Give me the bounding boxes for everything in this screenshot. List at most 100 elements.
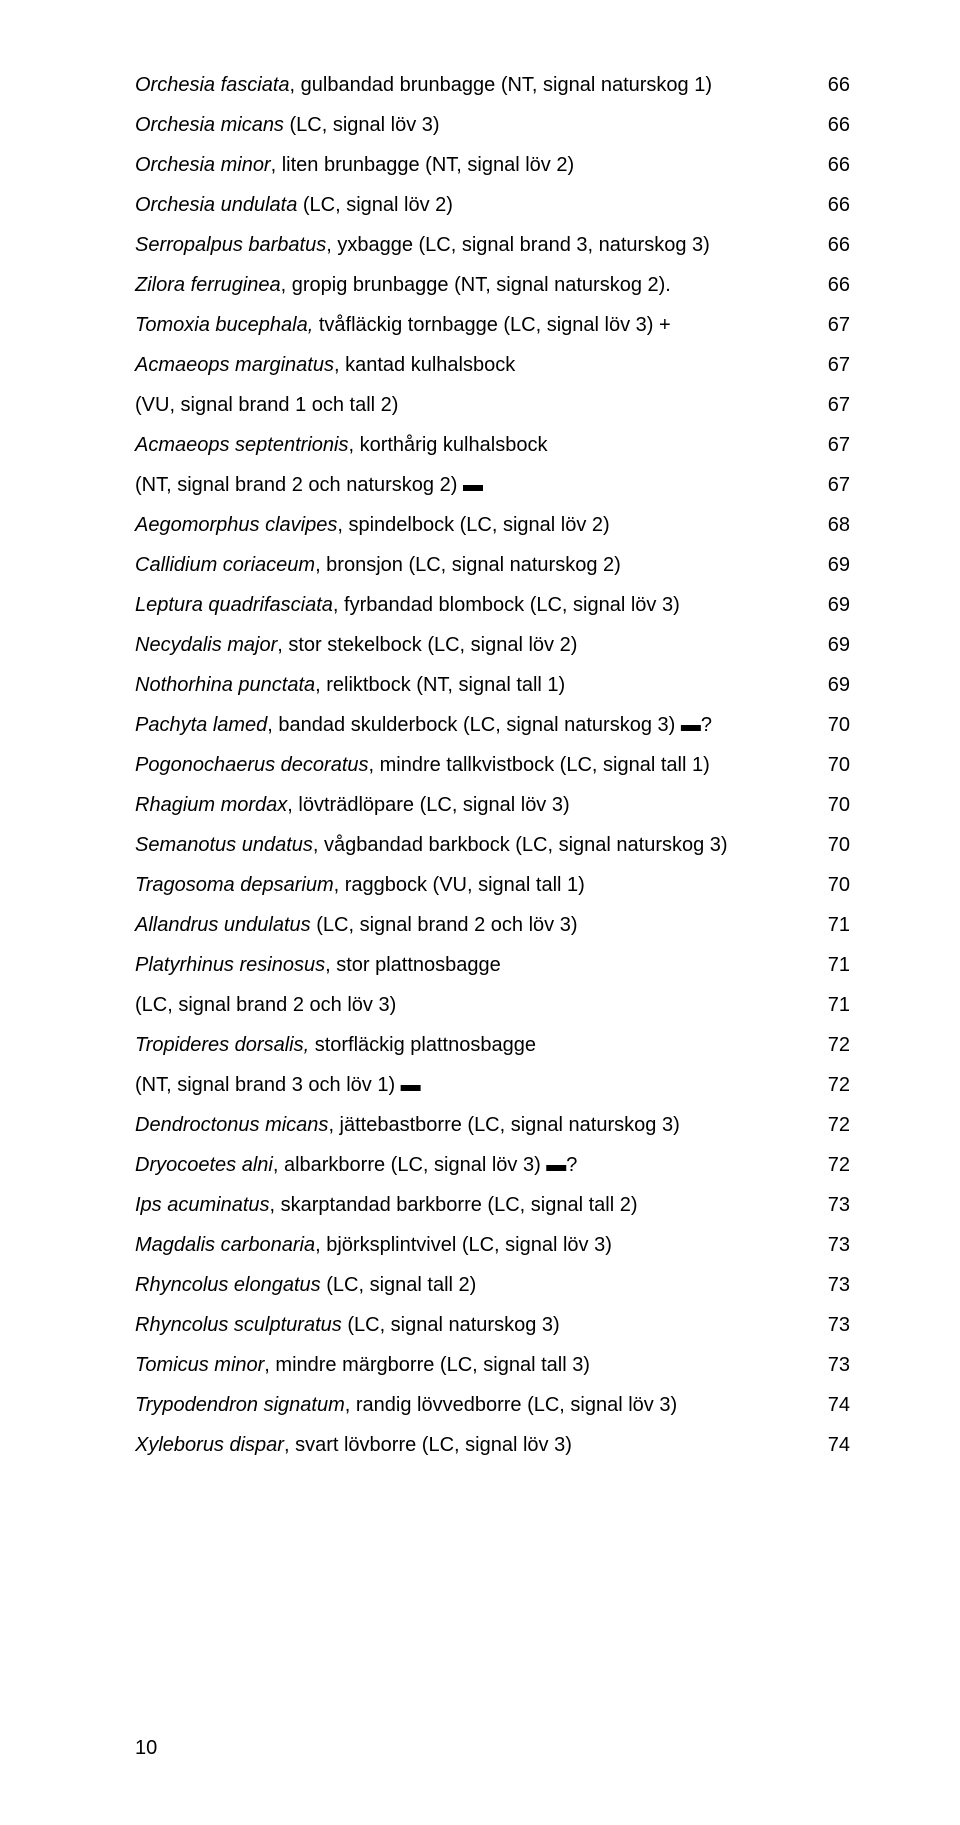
toc-description: , skarptandad barkborre (LC, signal tall… bbox=[270, 1194, 638, 1216]
toc-page: 67 bbox=[808, 465, 850, 505]
toc-label: Pachyta lamed, bandad skulderbock (LC, s… bbox=[135, 705, 808, 745]
toc-row: Acmaeops marginatus, kantad kulhalsbock6… bbox=[135, 345, 850, 385]
toc-label: Rhyncolus elongatus (LC, signal tall 2) bbox=[135, 1265, 808, 1305]
toc-page: 72 bbox=[808, 1025, 850, 1065]
toc-page: 71 bbox=[808, 905, 850, 945]
toc-page: 73 bbox=[808, 1305, 850, 1345]
toc-label: Tragosoma depsarium, raggbock (VU, signa… bbox=[135, 865, 808, 905]
toc-description: (LC, signal naturskog 3) bbox=[342, 1314, 560, 1336]
toc-description: , fyrbandad blombock (LC, signal löv 3) bbox=[333, 594, 680, 616]
toc-row: Rhyncolus elongatus (LC, signal tall 2)7… bbox=[135, 1265, 850, 1305]
species-name: Platyrhinus resinosus bbox=[135, 954, 325, 976]
toc-description: (NT, signal brand 3 och löv 1) ▬ bbox=[135, 1074, 421, 1096]
toc-label: Aegomorphus clavipes, spindelbock (LC, s… bbox=[135, 505, 808, 545]
toc-label: Nothorhina punctata, reliktbock (NT, sig… bbox=[135, 665, 808, 705]
toc-label: Rhyncolus sculpturatus (LC, signal natur… bbox=[135, 1305, 808, 1345]
species-name: Acmaeops marginatus bbox=[135, 354, 334, 376]
toc-label: Tomicus minor, mindre märgborre (LC, sig… bbox=[135, 1345, 808, 1385]
toc-page: 66 bbox=[808, 225, 850, 265]
toc-description: (LC, signal brand 2 och löv 3) bbox=[311, 914, 578, 936]
toc-description: (NT, signal brand 2 och naturskog 2) ▬ bbox=[135, 474, 483, 496]
toc-label: Trypodendron signatum, randig lövvedborr… bbox=[135, 1385, 808, 1425]
page-number: 10 bbox=[135, 1737, 157, 1760]
toc-row: Magdalis carbonaria, björksplintvivel (L… bbox=[135, 1225, 850, 1265]
toc-page: 67 bbox=[808, 385, 850, 425]
species-name: Rhyncolus elongatus bbox=[135, 1274, 321, 1296]
toc-description: (LC, signal löv 2) bbox=[297, 194, 453, 216]
toc-row: (VU, signal brand 1 och tall 2)67 bbox=[135, 385, 850, 425]
species-name: Orchesia micans bbox=[135, 114, 284, 136]
toc-page: 66 bbox=[808, 265, 850, 305]
toc-label: Zilora ferruginea, gropig brunbagge (NT,… bbox=[135, 265, 808, 305]
toc-row: (NT, signal brand 2 och naturskog 2) ▬ 67 bbox=[135, 465, 850, 505]
toc-page: 70 bbox=[808, 705, 850, 745]
toc-page: 73 bbox=[808, 1265, 850, 1305]
toc-description: , yxbagge (LC, signal brand 3, naturskog… bbox=[326, 234, 710, 256]
toc-page: 72 bbox=[808, 1065, 850, 1105]
toc-label: Acmaeops marginatus, kantad kulhalsbock bbox=[135, 345, 808, 385]
toc-description: , mindre tallkvistbock (LC, signal tall … bbox=[369, 754, 710, 776]
toc-label: Orchesia undulata (LC, signal löv 2) bbox=[135, 185, 808, 225]
toc-page: 72 bbox=[808, 1145, 850, 1185]
toc-row: Nothorhina punctata, reliktbock (NT, sig… bbox=[135, 665, 850, 705]
toc-page: 73 bbox=[808, 1185, 850, 1225]
toc-label: (NT, signal brand 2 och naturskog 2) ▬ bbox=[135, 465, 808, 505]
toc-label: Orchesia micans (LC, signal löv 3) bbox=[135, 105, 808, 145]
toc-row: Ips acuminatus, skarptandad barkborre (L… bbox=[135, 1185, 850, 1225]
toc-label: Orchesia fasciata, gulbandad brunbagge (… bbox=[135, 65, 808, 105]
toc-row: Serropalpus barbatus, yxbagge (LC, signa… bbox=[135, 225, 850, 265]
toc-label: Leptura quadrifasciata, fyrbandad blombo… bbox=[135, 585, 808, 625]
toc-label: Dryocoetes alni, albarkborre (LC, signal… bbox=[135, 1145, 808, 1185]
toc-label: Necydalis major, stor stekelbock (LC, si… bbox=[135, 625, 808, 665]
toc-label: Magdalis carbonaria, björksplintvivel (L… bbox=[135, 1225, 808, 1265]
toc-page: 69 bbox=[808, 665, 850, 705]
toc-description: , kantad kulhalsbock bbox=[334, 354, 515, 376]
toc-row: Necydalis major, stor stekelbock (LC, si… bbox=[135, 625, 850, 665]
toc-row: Dryocoetes alni, albarkborre (LC, signal… bbox=[135, 1145, 850, 1185]
species-name: Semanotus undatus bbox=[135, 834, 313, 856]
species-name: Zilora ferruginea bbox=[135, 274, 281, 296]
toc-row: Callidium coriaceum, bronsjon (LC, signa… bbox=[135, 545, 850, 585]
toc-label: Ips acuminatus, skarptandad barkborre (L… bbox=[135, 1185, 808, 1225]
toc-row: Dendroctonus micans, jättebastborre (LC,… bbox=[135, 1105, 850, 1145]
toc-page: 66 bbox=[808, 185, 850, 225]
species-name: Acmaeops septentrionis bbox=[135, 434, 348, 456]
toc-page: 70 bbox=[808, 825, 850, 865]
toc-description: , raggbock (VU, signal tall 1) bbox=[334, 874, 585, 896]
toc-label: Dendroctonus micans, jättebastborre (LC,… bbox=[135, 1105, 808, 1145]
toc-page: 71 bbox=[808, 985, 850, 1025]
toc-label: Tomoxia bucephala, tvåfläckig tornbagge … bbox=[135, 305, 808, 345]
species-name: Magdalis carbonaria bbox=[135, 1234, 315, 1256]
toc-page: 69 bbox=[808, 585, 850, 625]
species-name: Pachyta lamed bbox=[135, 714, 267, 736]
species-name: Callidium coriaceum bbox=[135, 554, 315, 576]
toc-description: (LC, signal brand 2 och löv 3) bbox=[135, 994, 396, 1016]
toc-description: , björksplintvivel (LC, signal löv 3) bbox=[315, 1234, 612, 1256]
toc-page: 72 bbox=[808, 1105, 850, 1145]
species-name: Rhagium mordax bbox=[135, 794, 287, 816]
species-name: Ips acuminatus bbox=[135, 1194, 270, 1216]
toc-label: Orchesia minor, liten brunbagge (NT, sig… bbox=[135, 145, 808, 185]
toc-row: Acmaeops septentrionis, korthårig kulhal… bbox=[135, 425, 850, 465]
species-name: Xyleborus dispar bbox=[135, 1434, 284, 1456]
toc-page: 69 bbox=[808, 545, 850, 585]
toc-label: Platyrhinus resinosus, stor plattnosbagg… bbox=[135, 945, 808, 985]
toc-page: 67 bbox=[808, 305, 850, 345]
species-name: Tropideres dorsalis, bbox=[135, 1034, 309, 1056]
species-name: Leptura quadrifasciata bbox=[135, 594, 333, 616]
toc-row: Orchesia undulata (LC, signal löv 2)66 bbox=[135, 185, 850, 225]
toc-page: 66 bbox=[808, 105, 850, 145]
toc-row: Platyrhinus resinosus, stor plattnosbagg… bbox=[135, 945, 850, 985]
toc-description: , stor plattnosbagge bbox=[325, 954, 501, 976]
toc-label: Semanotus undatus, vågbandad barkbock (L… bbox=[135, 825, 808, 865]
toc-description: , randig lövvedborre (LC, signal löv 3) bbox=[345, 1394, 677, 1416]
toc-row: Tomicus minor, mindre märgborre (LC, sig… bbox=[135, 1345, 850, 1385]
toc-description: , bronsjon (LC, signal naturskog 2) bbox=[315, 554, 621, 576]
toc-page: 74 bbox=[808, 1385, 850, 1425]
toc-description: , korthårig kulhalsbock bbox=[348, 434, 547, 456]
toc-page: 74 bbox=[808, 1425, 850, 1465]
toc-row: Xyleborus dispar, svart lövborre (LC, si… bbox=[135, 1425, 850, 1465]
toc-page: 70 bbox=[808, 785, 850, 825]
species-name: Aegomorphus clavipes bbox=[135, 514, 337, 536]
species-name: Necydalis major bbox=[135, 634, 277, 656]
